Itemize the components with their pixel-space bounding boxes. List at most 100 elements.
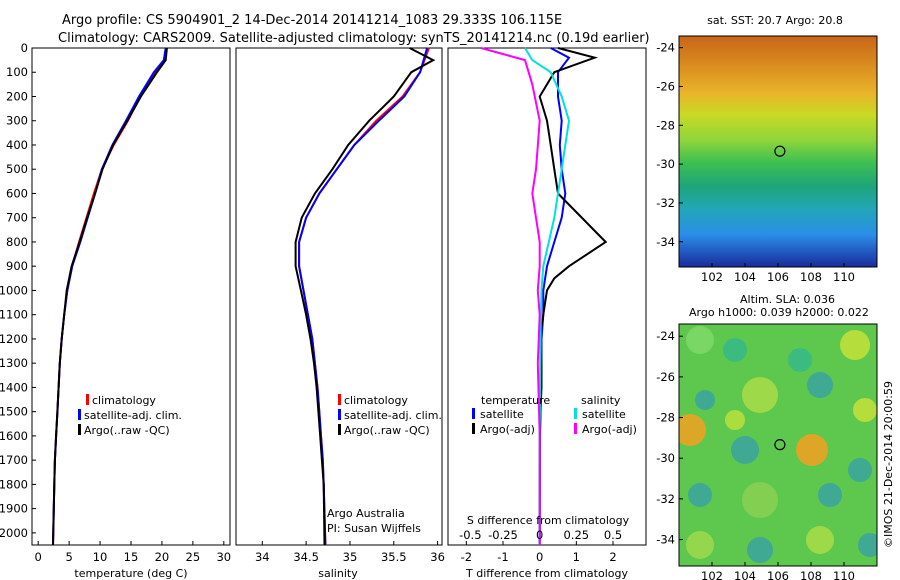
difference-legend: temperature salinity satellite Argo(-adj…	[472, 394, 637, 436]
series-line-temperature-argo-adj-	[538, 47, 608, 545]
series-line-satellite-adj-clim-	[298, 47, 429, 546]
map-y-tick-label: -28	[656, 411, 675, 425]
legend-label-argo: Argo(..raw -QC)	[84, 424, 170, 437]
sla-texture-blob	[858, 533, 877, 557]
x-tick-label: 34	[255, 550, 270, 564]
sla-image	[679, 326, 877, 563]
y-tick-label: 900	[6, 259, 28, 273]
difference-series	[480, 47, 608, 546]
top-tick-label: 0	[536, 528, 543, 542]
sla-texture-blob	[806, 526, 834, 554]
sla-texture-blob	[686, 531, 714, 559]
series-line-argo-raw-qc-	[294, 47, 436, 546]
map-y-tick-label: -32	[656, 196, 675, 210]
series-line-argo-raw-qc-	[52, 47, 168, 546]
salinity-axes-frame	[235, 47, 443, 546]
legend-label-satellite: satellite-adj. clim.	[344, 409, 442, 422]
map-y-tick-label: -26	[656, 79, 675, 93]
map-y-tick-label: -30	[656, 157, 675, 171]
temperature-panel: 0100200300400500600700800900100011001200…	[0, 41, 231, 580]
y-tick-label: 1900	[0, 502, 28, 516]
legend-swatch-temp-satellite	[472, 408, 475, 419]
depth-axis: 0 100 200 300 400 500 600 700 800 900 1000 1100 1200…	[0, 41, 36, 540]
y-tick-label: 1100	[0, 308, 28, 322]
top-tick-label: -0.5	[459, 528, 481, 542]
legend-swatch-argo	[338, 424, 341, 435]
temperature-legend: climatology satellite-adj. clim. Argo(..…	[78, 394, 182, 437]
header-line-2: Climatology: CARS2009. Satellite-adjuste…	[58, 31, 650, 46]
y-tick-label: 600	[6, 186, 28, 200]
temperature-x-axis: 0 5 10 15 20 25 30	[35, 541, 231, 564]
difference-panel: -2 -1 0 1 2 temperature salinity satellite A…	[447, 47, 647, 580]
legend-heading-salinity: salinity	[581, 394, 621, 407]
map-x-tick-label: 110	[833, 569, 855, 580]
sla-texture-blob	[679, 414, 706, 446]
legend-swatch-sal-satellite	[574, 408, 577, 419]
map-y-tick-label: -32	[656, 492, 675, 506]
salinity-annotation-1: Argo Australia	[327, 507, 405, 520]
difference-top-label: S difference from climatology	[467, 514, 630, 527]
legend-label-temp-satellite: satellite	[480, 408, 524, 421]
y-tick-label: 800	[6, 235, 28, 249]
legend-swatch-sal-argo	[574, 423, 577, 434]
map-x-tick-label: 106	[767, 569, 789, 580]
top-tick-label: -0.25	[488, 528, 518, 542]
sla-texture-blob	[840, 330, 870, 360]
x-tick-label: 35	[343, 550, 358, 564]
map-y-tick-label: -24	[656, 41, 675, 55]
top-tick-label: 0.5	[604, 528, 622, 542]
legend-label-satellite: satellite-adj. clim.	[84, 409, 182, 422]
sla-image-background	[679, 324, 877, 566]
legend-swatch-temp-argo	[472, 423, 475, 434]
series-line-salinity-argo-adj-	[480, 47, 541, 545]
y-tick-label: 2000	[0, 526, 28, 540]
sla-map: Altim. SLA: 0.036 Argo h1000: 0.039 h200…	[656, 293, 878, 580]
x-tick-label: -2	[461, 550, 472, 564]
series-line-climatology	[52, 47, 167, 546]
map-x-tick-label: 110	[833, 270, 855, 284]
credit-text: ©IMOS 21-Dec-2014 20:00:59	[882, 381, 895, 548]
map-y-tick-label: -26	[656, 370, 675, 384]
x-tick-label: 20	[155, 550, 170, 564]
sla-map-axes: -24 -26 -28 -30 -32 -34 102 104 106 108 110	[656, 329, 855, 580]
map-y-tick-label: -28	[656, 118, 675, 132]
legend-heading-temperature: temperature	[481, 394, 550, 407]
header-line-1: Argo profile: CS 5904901_2 14-Dec-2014 2…	[62, 13, 562, 28]
sst-map-title: sat. SST: 20.7 Argo: 20.8	[707, 14, 843, 27]
salinity-annotation-2: PI: Susan Wijffels	[327, 522, 421, 535]
sla-texture-blob	[853, 398, 877, 422]
y-tick-label: 1500	[0, 405, 28, 419]
x-tick-label: 0	[536, 550, 543, 564]
sla-texture-blob	[723, 338, 747, 362]
legend-label-sal-satellite: satellite	[582, 408, 626, 421]
sst-map-axes: -24 -26 -28 -30 -32 -34 102 104 106 108 110	[656, 41, 855, 284]
y-tick-label: 300	[6, 114, 28, 128]
legend-swatch-satellite	[78, 409, 81, 420]
sst-map: sat. SST: 20.7 Argo: 20.8 -24 -26 -28 -30 -3…	[656, 14, 878, 284]
y-tick-label: 1300	[0, 356, 28, 370]
y-tick-label: 1800	[0, 477, 28, 491]
sla-texture-blob	[686, 326, 714, 354]
salinity-x-label: salinity	[318, 567, 358, 580]
sla-texture-blob	[695, 390, 715, 410]
sla-texture-blob	[742, 482, 778, 518]
x-tick-label: 10	[93, 550, 108, 564]
y-tick-label: 400	[6, 138, 28, 152]
map-y-tick-label: -30	[656, 451, 675, 465]
sla-map-title-2: Argo h1000: 0.039 h2000: 0.022	[689, 306, 869, 319]
difference-x-axis: -2 -1 0 1 2	[461, 541, 617, 564]
sla-texture-blob	[747, 537, 773, 563]
sla-texture-blob	[731, 436, 759, 464]
map-x-tick-label: 108	[800, 569, 822, 580]
salinity-legend: climatology satellite-adj. clim. Argo(..…	[338, 394, 442, 437]
y-tick-label: 1000	[0, 283, 28, 297]
y-tick-label: 1700	[0, 453, 28, 467]
x-tick-label: -1	[497, 550, 508, 564]
map-x-tick-label: 102	[701, 569, 723, 580]
map-x-tick-label: 104	[734, 270, 756, 284]
x-tick-label: 30	[216, 550, 231, 564]
legend-swatch-argo	[78, 424, 81, 435]
y-tick-label: 1600	[0, 429, 28, 443]
sla-texture-blob	[688, 483, 712, 507]
